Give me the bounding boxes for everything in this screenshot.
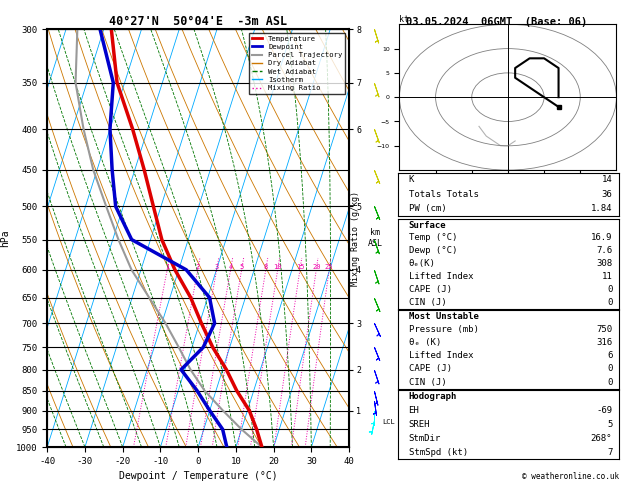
Text: 308: 308: [596, 259, 612, 268]
Text: Totals Totals: Totals Totals: [409, 190, 479, 199]
Text: 5: 5: [607, 420, 612, 429]
Legend: Temperature, Dewpoint, Parcel Trajectory, Dry Adiabat, Wet Adiabat, Isotherm, Mi: Temperature, Dewpoint, Parcel Trajectory…: [248, 33, 345, 94]
Text: 2: 2: [196, 264, 200, 270]
Text: 7: 7: [607, 448, 612, 457]
Text: Dewp (°C): Dewp (°C): [409, 246, 457, 255]
Title: 40°27'N  50°04'E  -3m ASL: 40°27'N 50°04'E -3m ASL: [109, 15, 287, 28]
Text: kt: kt: [399, 15, 409, 24]
Text: © weatheronline.co.uk: © weatheronline.co.uk: [523, 472, 620, 481]
Text: 5: 5: [240, 264, 244, 270]
Text: CAPE (J): CAPE (J): [409, 285, 452, 294]
Text: Lifted Index: Lifted Index: [409, 272, 473, 281]
Text: Hodograph: Hodograph: [409, 392, 457, 401]
Text: -69: -69: [596, 406, 612, 415]
Text: θₑ (K): θₑ (K): [409, 338, 441, 347]
Text: 25: 25: [325, 264, 333, 270]
Text: 15: 15: [296, 264, 304, 270]
Text: θₑ(K): θₑ(K): [409, 259, 435, 268]
Text: K: K: [409, 175, 414, 184]
Text: Lifted Index: Lifted Index: [409, 351, 473, 360]
Text: Temp (°C): Temp (°C): [409, 233, 457, 243]
Text: StmSpd (kt): StmSpd (kt): [409, 448, 468, 457]
Text: 750: 750: [596, 325, 612, 334]
Text: PW (cm): PW (cm): [409, 205, 446, 213]
Text: 3: 3: [214, 264, 219, 270]
Y-axis label: km
ASL: km ASL: [367, 228, 382, 248]
Y-axis label: hPa: hPa: [1, 229, 11, 247]
Text: 16.9: 16.9: [591, 233, 612, 243]
Text: 0: 0: [607, 378, 612, 387]
Text: 20: 20: [312, 264, 321, 270]
Text: 316: 316: [596, 338, 612, 347]
X-axis label: Dewpoint / Temperature (°C): Dewpoint / Temperature (°C): [119, 471, 277, 482]
Text: 8: 8: [264, 264, 268, 270]
Text: Surface: Surface: [409, 221, 446, 229]
Text: 6: 6: [607, 351, 612, 360]
Text: LCL: LCL: [382, 419, 394, 425]
Text: Mixing Ratio (g/kg): Mixing Ratio (g/kg): [351, 191, 360, 286]
Text: CIN (J): CIN (J): [409, 298, 446, 307]
Text: 10: 10: [274, 264, 282, 270]
Text: 7.6: 7.6: [596, 246, 612, 255]
Text: 36: 36: [601, 190, 612, 199]
Text: 4: 4: [228, 264, 233, 270]
Text: 1: 1: [165, 264, 169, 270]
Text: SREH: SREH: [409, 420, 430, 429]
Text: 268°: 268°: [591, 434, 612, 443]
Text: 11: 11: [601, 272, 612, 281]
Text: 0: 0: [607, 364, 612, 374]
Text: CIN (J): CIN (J): [409, 378, 446, 387]
Text: CAPE (J): CAPE (J): [409, 364, 452, 374]
Text: EH: EH: [409, 406, 420, 415]
Text: StmDir: StmDir: [409, 434, 441, 443]
Text: 14: 14: [601, 175, 612, 184]
Text: 1.84: 1.84: [591, 205, 612, 213]
Text: Pressure (mb): Pressure (mb): [409, 325, 479, 334]
Text: Most Unstable: Most Unstable: [409, 312, 479, 321]
Text: 03.05.2024  06GMT  (Base: 06): 03.05.2024 06GMT (Base: 06): [406, 17, 587, 27]
Text: 0: 0: [607, 285, 612, 294]
Text: 0: 0: [607, 298, 612, 307]
